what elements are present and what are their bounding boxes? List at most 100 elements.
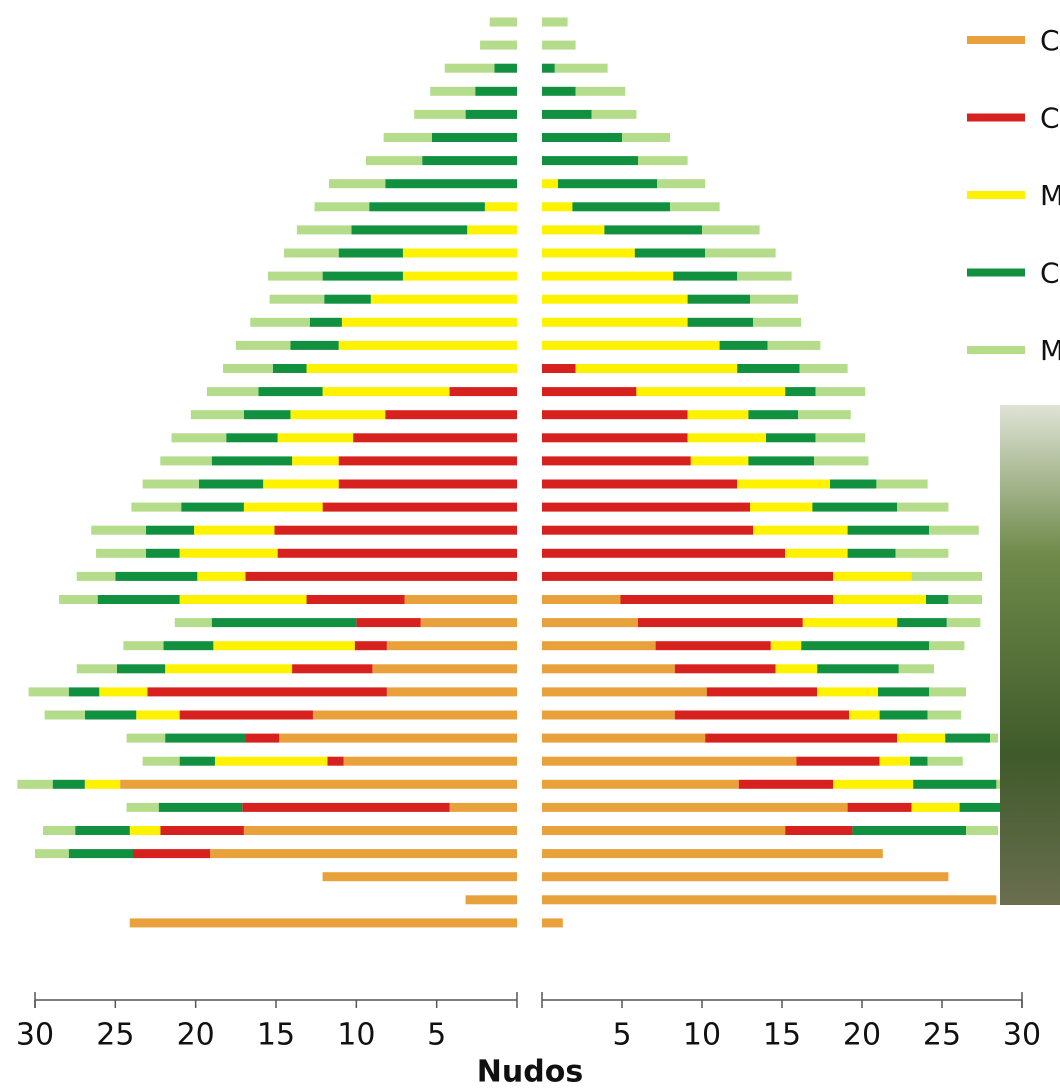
bar-segment bbox=[638, 156, 688, 166]
bar-segment bbox=[165, 733, 246, 743]
legend-label: M bbox=[1040, 334, 1060, 367]
bar-segment bbox=[802, 618, 898, 628]
bar-segment bbox=[785, 387, 816, 397]
bar-segment bbox=[329, 179, 386, 189]
bar-segment bbox=[542, 664, 675, 674]
bar-segment bbox=[179, 756, 215, 766]
bar-segment bbox=[687, 410, 749, 420]
bar-segment bbox=[966, 826, 998, 835]
bar-segment bbox=[75, 826, 130, 835]
bar-segment bbox=[929, 525, 979, 535]
bar-segment bbox=[322, 872, 517, 882]
bar-segment bbox=[542, 179, 558, 189]
bar-segment bbox=[243, 826, 517, 835]
bar-segment bbox=[274, 525, 517, 535]
bar-segment bbox=[674, 664, 776, 674]
bar-segment bbox=[430, 86, 476, 96]
bar-segment bbox=[277, 548, 517, 558]
bar-segment bbox=[465, 895, 517, 905]
bar-segment bbox=[673, 271, 738, 281]
bar-segment bbox=[353, 433, 517, 443]
bar-segment bbox=[338, 248, 403, 258]
bar-segment bbox=[160, 826, 244, 835]
bar-segment bbox=[798, 410, 851, 420]
bar-segment bbox=[750, 502, 813, 512]
bar-segment bbox=[386, 687, 517, 697]
bar-segment bbox=[542, 918, 563, 928]
bar-segment bbox=[542, 317, 688, 327]
bar-segment bbox=[706, 687, 818, 697]
bar-segment bbox=[542, 456, 691, 466]
bar-segment bbox=[542, 802, 848, 812]
bar-segment bbox=[636, 387, 786, 397]
bar-segment bbox=[17, 779, 53, 789]
x-tick-label: 10 bbox=[683, 1018, 721, 1053]
bar-segment bbox=[351, 225, 468, 235]
bar-segment bbox=[799, 364, 848, 373]
bar-segment bbox=[911, 571, 982, 581]
bar-segment bbox=[542, 294, 688, 304]
bar-segment bbox=[815, 433, 866, 443]
bar-segment bbox=[76, 664, 117, 674]
x-tick-label: 30 bbox=[16, 1018, 54, 1053]
bar-segment bbox=[542, 109, 592, 119]
bar-segment bbox=[267, 271, 323, 281]
bar-segment bbox=[542, 849, 883, 859]
bar-segment bbox=[542, 895, 997, 905]
x-tick-label: 20 bbox=[177, 1018, 215, 1053]
bar-segment bbox=[197, 571, 246, 581]
bar-segment bbox=[322, 271, 403, 281]
bar-segment bbox=[575, 86, 626, 96]
bar-segment bbox=[542, 872, 949, 882]
bar-segment bbox=[670, 202, 720, 212]
bar-segment bbox=[163, 641, 214, 651]
bar-segment bbox=[385, 179, 517, 189]
bar-segment bbox=[996, 779, 1002, 789]
bar-segment bbox=[785, 826, 853, 835]
bar-segment bbox=[878, 687, 930, 697]
bar-segment bbox=[719, 340, 768, 350]
bar-segment bbox=[142, 756, 180, 766]
bar-segment bbox=[343, 756, 517, 766]
bar-segment bbox=[116, 664, 166, 674]
bar-segment bbox=[133, 849, 211, 859]
bar-segment bbox=[338, 479, 517, 489]
bar-segment bbox=[258, 387, 323, 397]
bar-segment bbox=[35, 849, 69, 859]
bar-segment bbox=[211, 456, 293, 466]
bar-segment bbox=[737, 271, 792, 281]
bar-segment bbox=[558, 179, 658, 189]
bar-segment bbox=[847, 525, 930, 535]
bar-segment bbox=[876, 479, 928, 489]
bar-segment bbox=[990, 733, 998, 743]
bar-segment bbox=[748, 456, 814, 466]
bar-segment bbox=[370, 294, 517, 304]
bar-segment bbox=[542, 733, 706, 743]
bar-segment bbox=[542, 710, 675, 720]
bar-segment bbox=[245, 733, 280, 743]
bar-segment bbox=[738, 779, 834, 789]
bar-segment bbox=[753, 317, 802, 327]
bar-segment bbox=[386, 641, 517, 651]
bar-segment bbox=[542, 248, 635, 258]
bar-segment bbox=[145, 525, 195, 535]
bar-segment bbox=[929, 687, 966, 697]
bar-segment bbox=[814, 456, 869, 466]
bar-segment bbox=[404, 595, 517, 604]
bar-segment bbox=[604, 225, 702, 235]
x-axis-title: Nudos bbox=[477, 1055, 583, 1088]
bar-segment bbox=[948, 595, 982, 604]
bar-segment bbox=[895, 548, 949, 558]
x-tick-label: 15 bbox=[763, 1018, 801, 1053]
bar-segment bbox=[59, 595, 98, 604]
bar-segment bbox=[402, 271, 517, 281]
bar-segment bbox=[449, 802, 517, 812]
bar-segment bbox=[542, 641, 656, 651]
bar-segment bbox=[898, 664, 934, 674]
bar-segment bbox=[126, 802, 159, 812]
bar-segment bbox=[142, 479, 199, 489]
bar-segment bbox=[815, 387, 866, 397]
bar-segment bbox=[194, 525, 275, 535]
bar-segment bbox=[414, 109, 466, 119]
bar-segment bbox=[542, 548, 786, 558]
